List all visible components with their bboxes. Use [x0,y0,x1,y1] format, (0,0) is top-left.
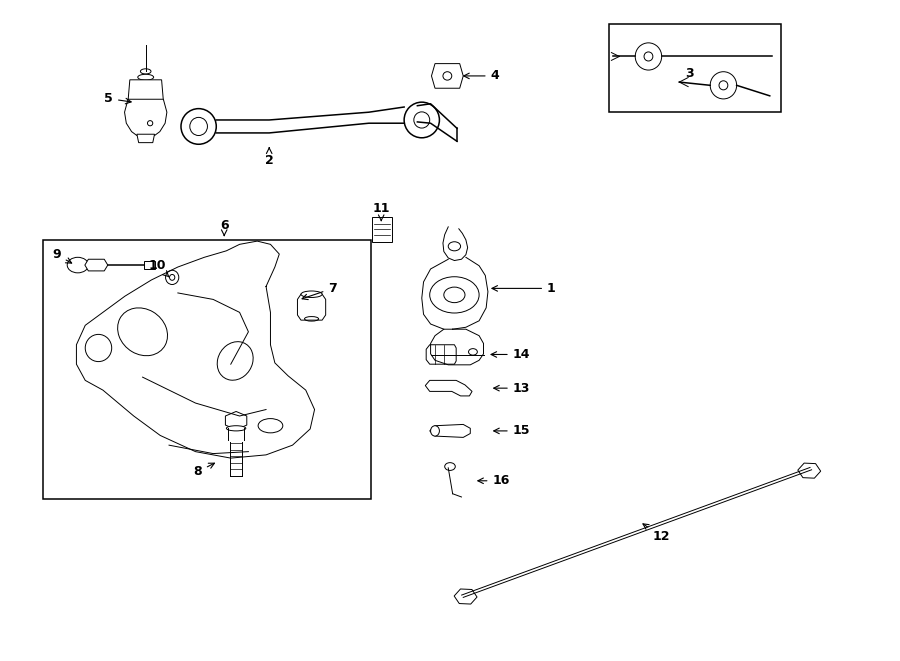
Ellipse shape [138,74,154,80]
Polygon shape [144,261,156,269]
Ellipse shape [166,270,179,284]
Text: 6: 6 [220,219,229,235]
Ellipse shape [404,102,439,137]
Text: 9: 9 [52,249,72,263]
Ellipse shape [140,69,151,74]
Polygon shape [426,380,472,396]
Ellipse shape [227,426,246,431]
Circle shape [68,257,88,273]
Text: 14: 14 [491,348,530,361]
Bar [373,217,392,242]
Text: 8: 8 [194,463,214,478]
Text: 13: 13 [494,381,530,395]
Text: 4: 4 [464,69,500,83]
Polygon shape [431,63,464,88]
Ellipse shape [430,426,439,436]
Text: 15: 15 [494,424,530,438]
Circle shape [429,277,479,313]
Bar [608,24,781,112]
Text: 7: 7 [302,282,338,299]
Polygon shape [137,134,155,143]
Polygon shape [454,589,477,604]
Polygon shape [124,99,166,136]
Polygon shape [297,294,326,320]
Ellipse shape [635,43,662,70]
Polygon shape [797,463,821,478]
Ellipse shape [181,108,216,144]
Bar [42,240,371,499]
Text: 16: 16 [478,475,509,487]
Text: 11: 11 [373,202,390,221]
Text: 1: 1 [492,282,556,295]
Text: 2: 2 [265,148,274,167]
Polygon shape [128,80,164,100]
Ellipse shape [301,291,322,297]
Text: 12: 12 [643,524,670,543]
Text: 10: 10 [148,259,169,277]
Polygon shape [427,345,456,364]
Polygon shape [85,259,108,271]
Text: 3: 3 [686,67,694,81]
Polygon shape [429,424,471,438]
Ellipse shape [710,71,737,99]
Text: 5: 5 [104,92,131,105]
Polygon shape [225,411,247,430]
